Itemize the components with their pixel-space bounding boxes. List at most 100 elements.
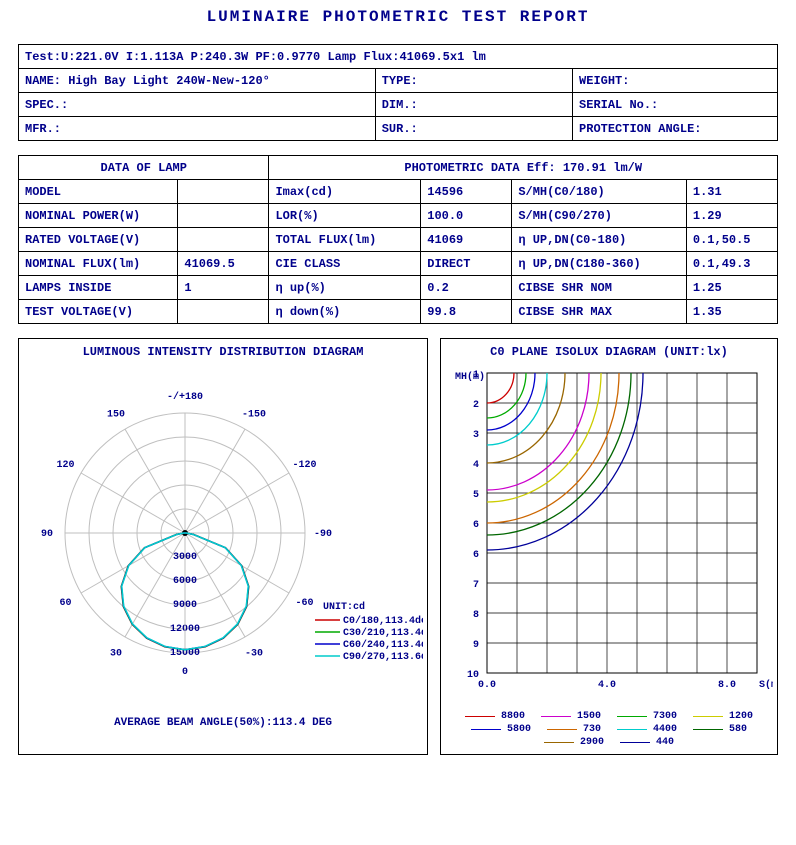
isolux-legend-item: 1200 bbox=[693, 711, 753, 722]
cell-5-1 bbox=[178, 300, 269, 324]
data-table: DATA OF LAMP PHOTOMETRIC DATA Eff: 170.9… bbox=[18, 155, 778, 324]
svg-text:-150: -150 bbox=[242, 409, 266, 420]
cell-1-5: 1.29 bbox=[686, 204, 777, 228]
cell-0-2: Imax(cd) bbox=[269, 180, 421, 204]
isolux-legend-item: 8800 bbox=[465, 711, 525, 722]
cell-0-3: 14596 bbox=[421, 180, 512, 204]
svg-text:9: 9 bbox=[473, 640, 479, 651]
cell-0-0: MODEL bbox=[19, 180, 178, 204]
mfr-label: MFR.: bbox=[19, 117, 376, 141]
cell-0-1 bbox=[178, 180, 269, 204]
svg-text:2: 2 bbox=[473, 400, 479, 411]
cell-4-2: η up(%) bbox=[269, 276, 421, 300]
cell-3-5: 0.1,49.3 bbox=[686, 252, 777, 276]
svg-text:C30/210,113.4deg: C30/210,113.4deg bbox=[343, 627, 423, 639]
lamp-header: DATA OF LAMP bbox=[19, 156, 269, 180]
cell-3-1: 41069.5 bbox=[178, 252, 269, 276]
cell-2-4: η UP,DN(C0-180) bbox=[512, 228, 687, 252]
cell-1-4: S/MH(C90/270) bbox=[512, 204, 687, 228]
isolux-legend-item: 2900 bbox=[544, 737, 604, 748]
cell-3-3: DIRECT bbox=[421, 252, 512, 276]
cell-5-3: 99.8 bbox=[421, 300, 512, 324]
test-line: Test:U:221.0V I:1.113A P:240.3W PF:0.977… bbox=[19, 45, 778, 69]
svg-text:150: 150 bbox=[107, 409, 125, 420]
cell-2-0: RATED VOLTAGE(V) bbox=[19, 228, 178, 252]
cell-1-2: LOR(%) bbox=[269, 204, 421, 228]
svg-text:-90: -90 bbox=[314, 529, 332, 540]
svg-text:-60: -60 bbox=[296, 598, 314, 609]
cell-3-2: CIE CLASS bbox=[269, 252, 421, 276]
name-label: NAME: bbox=[25, 74, 61, 88]
type-label: TYPE: bbox=[375, 69, 572, 93]
svg-text:3: 3 bbox=[473, 430, 479, 441]
cell-1-0: NOMINAL POWER(W) bbox=[19, 204, 178, 228]
cell-4-4: CIBSE SHR NOM bbox=[512, 276, 687, 300]
svg-text:6: 6 bbox=[473, 550, 479, 561]
sur-label: SUR.: bbox=[375, 117, 572, 141]
photo-header: PHOTOMETRIC DATA Eff: 170.91 lm/W bbox=[269, 156, 778, 180]
svg-text:8.0: 8.0 bbox=[718, 680, 736, 691]
svg-text:-120: -120 bbox=[293, 460, 317, 471]
isolux-title: C0 PLANE ISOLUX DIAGRAM (UNIT:lx) bbox=[447, 345, 771, 359]
report-title: LUMINAIRE PHOTOMETRIC TEST REPORT bbox=[8, 8, 788, 26]
cell-0-5: 1.31 bbox=[686, 180, 777, 204]
svg-text:-30: -30 bbox=[245, 649, 263, 660]
svg-text:30: 30 bbox=[110, 649, 122, 660]
svg-text:5: 5 bbox=[473, 490, 479, 501]
svg-text:-/+180: -/+180 bbox=[167, 391, 203, 403]
cell-4-0: LAMPS INSIDE bbox=[19, 276, 178, 300]
isolux-legend-item: 1500 bbox=[541, 711, 601, 722]
svg-text:7: 7 bbox=[473, 580, 479, 591]
svg-text:S(m): S(m) bbox=[759, 679, 773, 691]
svg-text:C0/180,113.4deg: C0/180,113.4deg bbox=[343, 615, 423, 627]
svg-text:MH(m): MH(m) bbox=[455, 371, 485, 383]
cell-2-5: 0.1,50.5 bbox=[686, 228, 777, 252]
cell-1-1 bbox=[178, 204, 269, 228]
header-table: Test:U:221.0V I:1.113A P:240.3W PF:0.977… bbox=[18, 44, 778, 141]
serial-label: SERIAL No.: bbox=[573, 93, 778, 117]
weight-label: WEIGHT: bbox=[573, 69, 778, 93]
svg-text:120: 120 bbox=[56, 460, 74, 471]
svg-text:UNIT:cd: UNIT:cd bbox=[323, 601, 365, 613]
svg-text:6: 6 bbox=[473, 520, 479, 531]
name-val: High Bay Light 240W-New-120° bbox=[68, 74, 270, 88]
svg-text:C60/240,113.4deg: C60/240,113.4deg bbox=[343, 639, 423, 651]
cell-3-4: η UP,DN(C180-360) bbox=[512, 252, 687, 276]
isolux-legend-item: 5800 bbox=[471, 724, 531, 735]
svg-text:0: 0 bbox=[182, 667, 188, 678]
isolux-legend-item: 4400 bbox=[617, 724, 677, 735]
isolux-chart-panel: C0 PLANE ISOLUX DIAGRAM (UNIT:lx) 123456… bbox=[440, 338, 778, 755]
cell-3-0: NOMINAL FLUX(lm) bbox=[19, 252, 178, 276]
svg-text:60: 60 bbox=[59, 598, 71, 609]
svg-text:0.0: 0.0 bbox=[478, 680, 496, 691]
polar-title: LUMINOUS INTENSITY DISTRIBUTION DIAGRAM bbox=[25, 345, 421, 359]
cell-5-4: CIBSE SHR MAX bbox=[512, 300, 687, 324]
cell-4-1: 1 bbox=[178, 276, 269, 300]
svg-text:4.0: 4.0 bbox=[598, 680, 616, 691]
isolux-legend: 8800 1500 7300 1200 5800 730 4400 580 2900 440 bbox=[447, 711, 771, 748]
beam-note: AVERAGE BEAM ANGLE(50%):113.4 DEG bbox=[25, 717, 421, 729]
cell-2-3: 41069 bbox=[421, 228, 512, 252]
isolux-legend-item: 580 bbox=[693, 724, 747, 735]
isolux-legend-item: 440 bbox=[620, 737, 674, 748]
spec-label: SPEC.: bbox=[19, 93, 376, 117]
cell-5-0: TEST VOLTAGE(V) bbox=[19, 300, 178, 324]
cell-2-2: TOTAL FLUX(lm) bbox=[269, 228, 421, 252]
svg-text:8: 8 bbox=[473, 610, 479, 621]
isolux-chart: 123456678910MH(m)0.04.08.0S(m) bbox=[447, 363, 773, 703]
svg-text:4: 4 bbox=[473, 460, 479, 471]
cell-5-2: η down(%) bbox=[269, 300, 421, 324]
isolux-legend-item: 7300 bbox=[617, 711, 677, 722]
dim-label: DIM.: bbox=[375, 93, 572, 117]
svg-text:C90/270,113.6deg: C90/270,113.6deg bbox=[343, 651, 423, 663]
prot-label: PROTECTION ANGLE: bbox=[573, 117, 778, 141]
polar-chart-panel: LUMINOUS INTENSITY DISTRIBUTION DIAGRAM … bbox=[18, 338, 428, 755]
cell-4-5: 1.25 bbox=[686, 276, 777, 300]
cell-4-3: 0.2 bbox=[421, 276, 512, 300]
svg-text:90: 90 bbox=[41, 529, 53, 540]
cell-0-4: S/MH(C0/180) bbox=[512, 180, 687, 204]
cell-5-5: 1.35 bbox=[686, 300, 777, 324]
cell-1-3: 100.0 bbox=[421, 204, 512, 228]
cell-2-1 bbox=[178, 228, 269, 252]
isolux-legend-item: 730 bbox=[547, 724, 601, 735]
